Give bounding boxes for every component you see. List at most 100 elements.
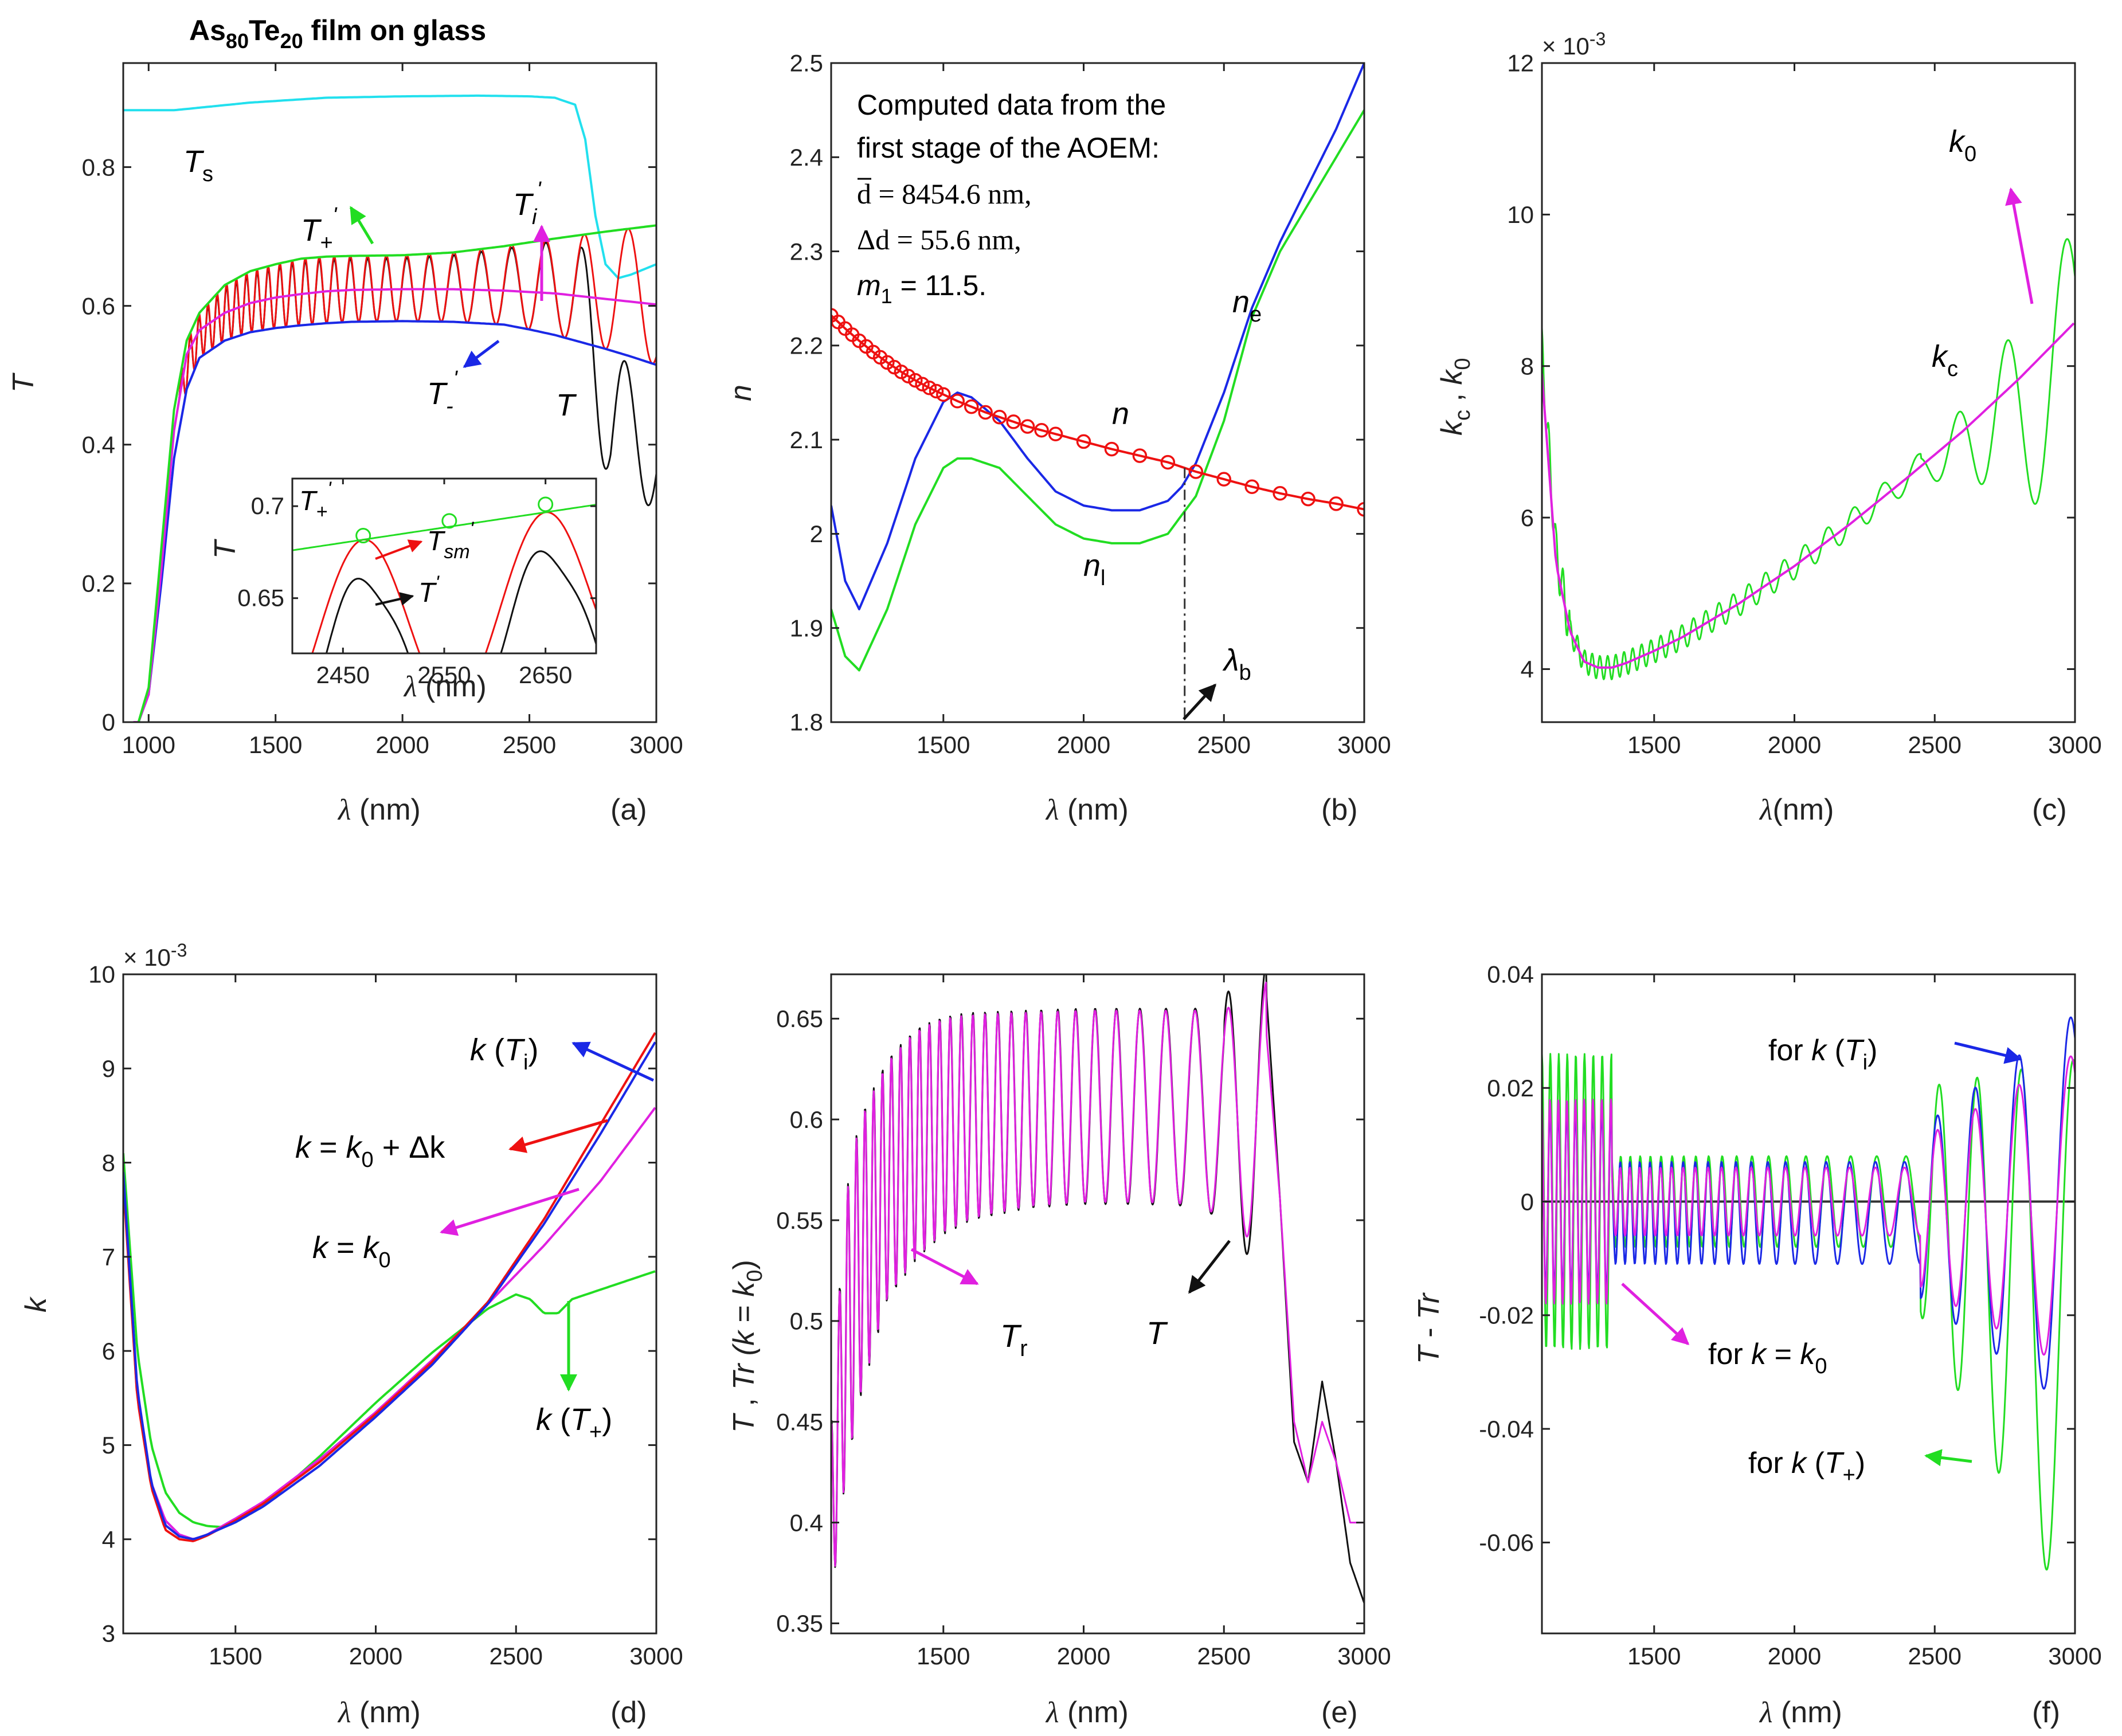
x-tick-label: 1500 — [1627, 1643, 1681, 1670]
series-tminus-envelope — [137, 320, 656, 722]
x-tick-label: 2000 — [1057, 731, 1110, 758]
panel-e-axes-frame — [830, 973, 1365, 1635]
x-tick-label: 3000 — [629, 731, 683, 758]
series-tsm — [133, 228, 656, 722]
y-tick-label: 0.6 — [82, 292, 115, 319]
x-tick-label: 1500 — [249, 731, 302, 758]
label-k-k0-dk: k = k0 + Δk — [295, 1130, 445, 1172]
n-data-marker — [922, 381, 937, 395]
x-tick-label: 3000 — [1337, 1643, 1391, 1670]
n-data-marker — [1188, 464, 1204, 479]
x-tick-label: 1500 — [209, 1643, 262, 1670]
x-tick-label: 1000 — [122, 731, 175, 758]
arrow-k-k0-dk — [508, 1119, 608, 1153]
panel-c-ylabel: kc , k0 — [1435, 358, 1475, 436]
panel-a-label: (a) — [610, 793, 647, 826]
inset-label-tplus: T+' — [299, 478, 332, 523]
n-data-marker — [929, 383, 944, 399]
y-tick-label: 0 — [1521, 1188, 1534, 1215]
panel-c-label: (c) — [2032, 793, 2067, 826]
y-tick-label: 2.3 — [790, 238, 823, 265]
panel-b-axes-frame — [830, 62, 1365, 723]
inset-tangent-point-marker — [355, 528, 371, 544]
panel-a-inset: 2450 2550 2650 0.65 0.7 T λ (nm) T+' Tsm' T' — [209, 477, 597, 703]
panel-d: 1500 2000 2500 3000 3 4 5 6 7 8 9 10 × 10-3 k λ (nm… — [19, 940, 683, 1729]
arrow-for-k-k0 — [1621, 1283, 1690, 1346]
series-k-ti — [123, 1041, 656, 1541]
panel-d-axes-frame — [122, 973, 657, 1635]
n-data-marker — [1034, 422, 1049, 438]
panel-e: 1500 2000 2500 3000 0.35 0.4 0.45 0.5 0.55 0.6 0.6… — [727, 973, 1391, 1729]
y-tick-label: 4 — [102, 1526, 115, 1553]
y-tick-label: 0.5 — [790, 1308, 823, 1335]
y-tick-label: 12 — [1507, 50, 1534, 77]
arrow-k-ti — [571, 1041, 655, 1082]
y-tick-label: 0 — [102, 709, 115, 736]
aoem-line-2: first stage of the AOEM: — [857, 132, 1160, 164]
series-kc — [1542, 238, 2075, 680]
label-nl: nl — [1083, 548, 1106, 590]
n-data-marker — [1020, 419, 1035, 434]
y-tick-label: -0.02 — [1479, 1302, 1534, 1329]
panel-e-ylabel: T , Tr (k = k0) — [727, 1260, 767, 1433]
panel-d-label: (d) — [610, 1696, 647, 1729]
y-tick-label: 10 — [1507, 201, 1534, 228]
inset-xlabel: λ (nm) — [403, 670, 487, 703]
n-data-marker — [1104, 441, 1119, 457]
arrow-for-k-tplus — [1924, 1449, 1972, 1467]
y-tick-label: 5 — [102, 1432, 115, 1459]
label-kc: kc — [1932, 339, 1958, 381]
y-tick-label: 0.6 — [790, 1106, 823, 1133]
label-tplus: T+' — [301, 203, 338, 255]
label-ne: ne — [1232, 285, 1262, 327]
label-t-e: T — [1146, 1315, 1168, 1351]
panel-c-xlabel: λ(nm) — [1759, 793, 1834, 826]
x-tick-label: 2500 — [503, 731, 556, 758]
x-tick-label: 1500 — [917, 731, 970, 758]
x-tick-label: 2000 — [375, 731, 429, 758]
label-tminus: T-' — [427, 367, 459, 418]
n-data-marker — [887, 359, 902, 375]
n-data-marker — [1216, 472, 1232, 487]
y-tick-label: 0.2 — [82, 570, 115, 597]
y-tick-label: 8 — [1521, 352, 1534, 379]
inset-tangent-point-marker — [538, 496, 554, 512]
x-tick-label: 2000 — [1768, 731, 1821, 758]
label-n: n — [1112, 397, 1129, 431]
x-tick-label: 2500 — [490, 1643, 543, 1670]
arrow-for-k-ti — [1954, 1041, 2022, 1064]
panel-f-axes-frame — [1541, 973, 2076, 1635]
y-tick-label: 0.55 — [776, 1207, 823, 1234]
aoem-line-m1: m1 = 11.5. — [857, 269, 986, 308]
label-tr: Tr — [1000, 1318, 1028, 1361]
label-t: T — [556, 388, 577, 422]
series-k0 — [1542, 322, 2075, 669]
n-data-marker — [1160, 454, 1176, 470]
panel-b-label: (b) — [1321, 793, 1358, 826]
series-k-tplus — [123, 1153, 656, 1529]
figure-title: As80Te20 film on glass — [189, 14, 486, 53]
x-tick-label: 3000 — [2048, 731, 2101, 758]
y-tick-label: 0.45 — [776, 1408, 823, 1435]
x-tick-label: 3000 — [1337, 731, 1391, 758]
series-ti-envelope — [133, 288, 656, 722]
x-tick-label: 2000 — [1768, 1643, 1821, 1670]
n-data-marker — [978, 405, 993, 420]
panel-f-label: (f) — [2032, 1696, 2060, 1729]
n-data-marker — [950, 394, 965, 409]
panel-f-ylabel: T - Tr — [1412, 1292, 1446, 1364]
n-data-marker — [1076, 434, 1091, 449]
panel-a-xlabel: λ (nm) — [337, 793, 421, 826]
arrow-k0 — [2005, 187, 2034, 304]
y-tick-label: -0.06 — [1479, 1529, 1534, 1556]
n-data-marker — [936, 387, 951, 402]
x-tick-label: 2650 — [519, 661, 572, 688]
label-lambda-b: λb — [1222, 643, 1251, 685]
x-tick-label: 2500 — [1908, 731, 1962, 758]
x-tick-label: 2000 — [1057, 1643, 1110, 1670]
panel-a: 1000 1500 2000 2500 3000 0 0.2 0.4 0.6 0.8 2450 25… — [7, 62, 683, 826]
label-for-k-tplus: for k (T+) — [1748, 1447, 1865, 1487]
n-data-marker — [908, 373, 923, 388]
y-tick-label: 0.04 — [1487, 961, 1534, 988]
n-data-marker — [1329, 496, 1344, 511]
